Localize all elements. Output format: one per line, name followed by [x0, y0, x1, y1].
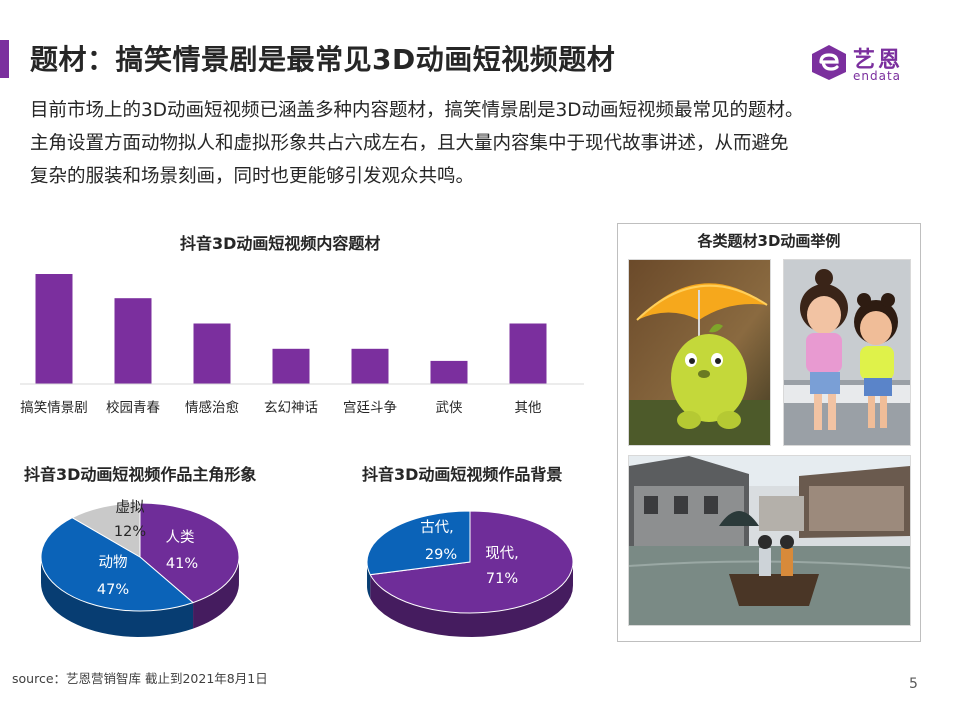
role-pie-chart: 人类 41% 动物 47% 虚拟 12% — [40, 499, 240, 637]
pie-slice-name: 现代, — [485, 545, 519, 562]
intro-text: 目前市场上的3D动画短视频已涵盖多种内容题材，搞笑情景剧是3D动画短视频最常见的… — [30, 94, 930, 193]
intro-line: 目前市场上的3D动画短视频已涵盖多种内容题材，搞笑情景剧是3D动画短视频最常见的… — [30, 100, 804, 121]
bar — [35, 274, 73, 384]
yellow-creature-umbrella-image — [628, 259, 771, 446]
intro-line: 复杂的服装和场景刻画，同时也更能够引发观众共鸣。 — [30, 166, 475, 187]
pie-chart-background-title: 抖音3D动画短视频作品背景 — [362, 465, 563, 484]
bar — [272, 348, 310, 384]
endata-logo: 艺恩 endata — [807, 42, 937, 84]
bar — [351, 348, 389, 384]
logo-en-text: endata — [853, 69, 902, 83]
page-number: 5 — [909, 676, 918, 692]
bar-category-label: 其他 — [515, 400, 542, 416]
pie-slice-name: 人类 — [166, 529, 195, 546]
bar-category-label: 情感治愈 — [185, 399, 239, 416]
bar-category-label: 宫廷斗争 — [343, 400, 397, 416]
pie-slice — [369, 510, 574, 614]
source-note: source：艺恩营销智库 截止到2021年8月1日 — [12, 671, 268, 686]
pie-slice-value: 12% — [114, 524, 146, 540]
pie-chart-role-title: 抖音3D动画短视频作品主角形象 — [24, 465, 257, 484]
bar — [430, 360, 468, 384]
bar-chart-title: 抖音3D动画短视频内容题材 — [180, 234, 381, 253]
bar — [193, 323, 231, 384]
pie-slice — [40, 517, 195, 612]
pie-slice-side — [367, 560, 371, 599]
endata-logo-icon — [812, 45, 846, 80]
pie-slice-value: 41% — [166, 556, 198, 572]
pie-slice-value: 71% — [486, 571, 518, 587]
two-girls-bench-image — [783, 259, 911, 446]
bar-category-label: 玄幻神话 — [264, 399, 318, 416]
pie-slice-value: 47% — [97, 582, 129, 598]
bar-category-label: 搞笑情景剧 — [20, 400, 88, 416]
bar-category-label: 武侠 — [436, 400, 463, 416]
background-pie-chart: 现代, 71% 古代, 29% — [366, 510, 574, 637]
pie-slice-name: 虚拟 — [116, 499, 145, 516]
pie-slice-side — [370, 561, 573, 637]
bar — [114, 298, 152, 384]
logo-cn-text: 艺恩 — [853, 48, 904, 73]
pie-slice-side — [41, 556, 194, 637]
pie-slice-value: 29% — [425, 547, 457, 563]
bar-category-label: 校园青春 — [106, 399, 160, 416]
water-town-boat-image — [628, 455, 911, 626]
photo-panel-title: 各类题材3D动画举例 — [697, 232, 841, 250]
content-topic-bar-chart: 搞笑情景剧 校园青春 情感治愈 玄幻神话 宫廷斗争 武侠 其他 — [20, 274, 584, 416]
pie-slice-name: 古代, — [420, 519, 454, 536]
page-title: 题材：搞笑情景剧是最常见3D动画短视频题材 — [30, 43, 616, 76]
intro-line: 主角设置方面动物拟人和虚拟形象共占六成左右，且大量内容集中于现代故事讲述，从而避… — [30, 133, 789, 154]
photo-example-panel: 各类题材3D动画举例 — [617, 223, 921, 642]
bar — [509, 323, 547, 384]
pie-slice — [71, 502, 141, 558]
title-accent-bar — [0, 40, 9, 78]
pie-slice-name: 动物 — [99, 554, 128, 571]
pie-slice — [366, 510, 471, 576]
